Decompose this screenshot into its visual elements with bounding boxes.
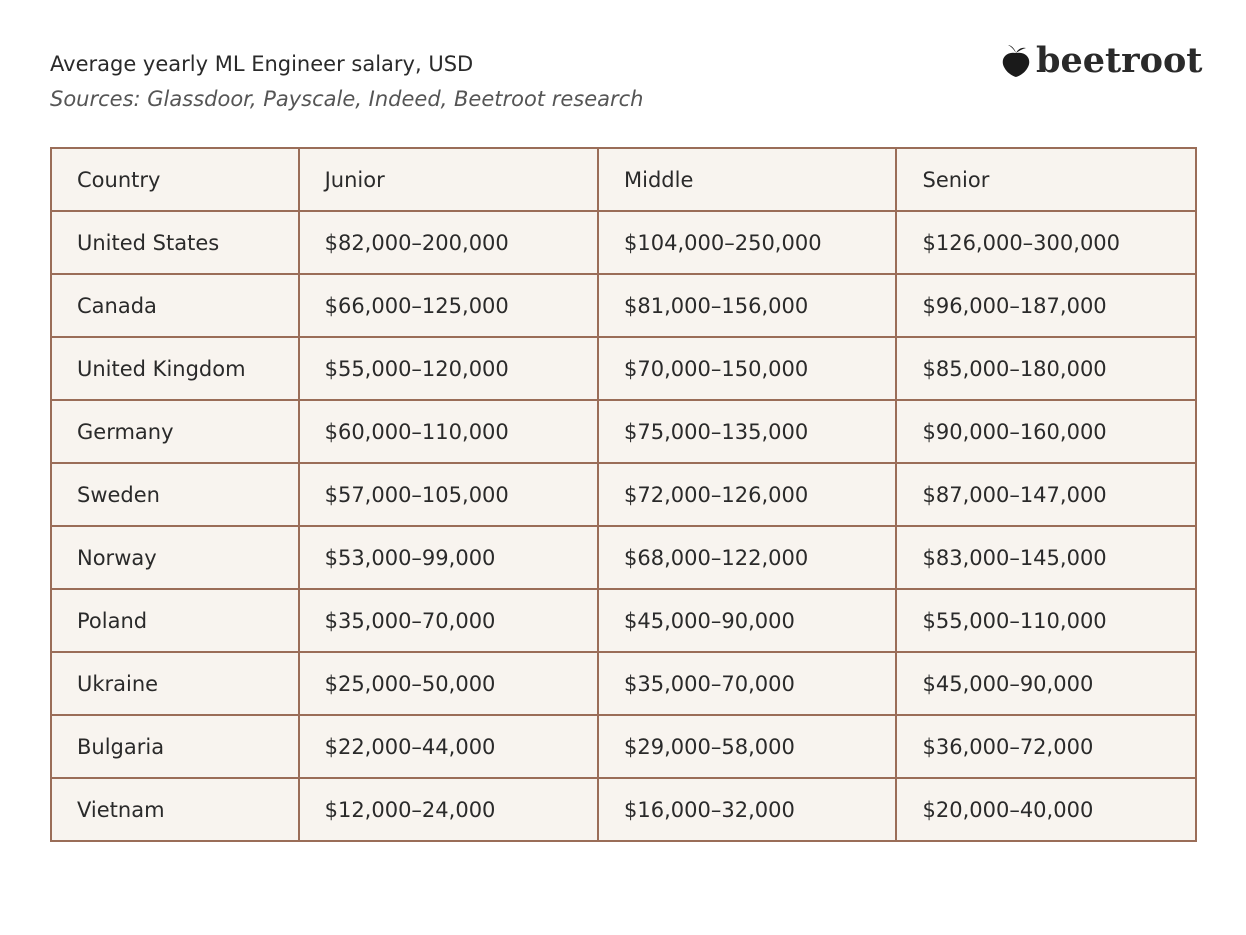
cell: $96,000–187,000 (895, 273, 1197, 338)
cell: $90,000–160,000 (895, 399, 1197, 464)
cell: $20,000–40,000 (895, 777, 1197, 842)
row: Norway $53,000–99,000 $68,000–122,000 $83,0… (50, 525, 1197, 590)
cell: Ukraine (50, 651, 300, 716)
row: Vietnam $12,000–24,000 $16,000–32,000 $20,0… (50, 777, 1197, 842)
cell: $53,000–99,000 (297, 525, 600, 590)
header-cell: Country (50, 147, 300, 212)
cell: $25,000–50,000 (297, 651, 600, 716)
cell: Sweden (50, 462, 300, 527)
row: Canada $66,000–125,000 $81,000–156,000 $96,… (50, 273, 1197, 338)
cell: $82,000–200,000 (297, 210, 600, 275)
cell: $29,000–58,000 (597, 714, 898, 779)
cell: $16,000–32,000 (597, 777, 898, 842)
cell: $85,000–180,000 (895, 336, 1197, 401)
cell: $36,000–72,000 (895, 714, 1197, 779)
row: Germany $60,000–110,000 $75,000–135,000 $90… (50, 399, 1197, 464)
cell: Vietnam (50, 777, 300, 842)
cell: Bulgaria (50, 714, 300, 779)
cell: $66,000–125,000 (297, 273, 600, 338)
cell: $22,000–44,000 (297, 714, 600, 779)
cell: $60,000–110,000 (297, 399, 600, 464)
header-row: Country Junior Middle Senior (50, 147, 1197, 212)
cell: $72,000–126,000 (597, 462, 898, 527)
header-cell: Middle (597, 147, 898, 212)
cell: $83,000–145,000 (895, 525, 1197, 590)
cell: $81,000–156,000 (597, 273, 898, 338)
cell: $55,000–120,000 (297, 336, 600, 401)
cell: $68,000–122,000 (597, 525, 898, 590)
header-cell: Junior (297, 147, 600, 212)
cell: $12,000–24,000 (297, 777, 600, 842)
logo-text: beetroot (1036, 40, 1203, 81)
salary-table: Country Junior Middle Senior United States $8… (50, 147, 1197, 842)
cell: $35,000–70,000 (297, 588, 600, 653)
cell: United Kingdom (50, 336, 300, 401)
cell: $87,000–147,000 (895, 462, 1197, 527)
row: Ukraine $25,000–50,000 $35,000–70,000 $45,0… (50, 651, 1197, 716)
cell: $75,000–135,000 (597, 399, 898, 464)
header-cell: Senior (895, 147, 1197, 212)
row: Poland $35,000–70,000 $45,000–90,000 $55,00… (50, 588, 1197, 653)
cell: Norway (50, 525, 300, 590)
row: United Kingdom $55,000–120,000 $70,000–150… (50, 336, 1197, 401)
cell: $45,000–90,000 (597, 588, 898, 653)
row: United States $82,000–200,000 $104,000–250… (50, 210, 1197, 275)
logo-icon (1002, 44, 1030, 77)
title: Average yearly ML Engineer salary, USD (50, 52, 474, 76)
row: Sweden $57,000–105,000 $72,000–126,000 $87,… (50, 462, 1197, 527)
cell: $70,000–150,000 (597, 336, 898, 401)
cell: $35,000–70,000 (597, 651, 898, 716)
cell: Germany (50, 399, 300, 464)
cell: Canada (50, 273, 300, 338)
cell: $57,000–105,000 (297, 462, 600, 527)
cell: Poland (50, 588, 300, 653)
logo: beetroot (1000, 40, 1202, 81)
cell: $104,000–250,000 (597, 210, 898, 275)
cell: $126,000–300,000 (895, 210, 1197, 275)
cell: $55,000–110,000 (895, 588, 1197, 653)
cell: $45,000–90,000 (895, 651, 1197, 716)
subtitle: Sources: Glassdoor, Payscale, Indeed, Be… (50, 87, 644, 111)
row: Bulgaria $22,000–44,000 $29,000–58,000 $36,… (50, 714, 1197, 779)
cell: United States (50, 210, 300, 275)
